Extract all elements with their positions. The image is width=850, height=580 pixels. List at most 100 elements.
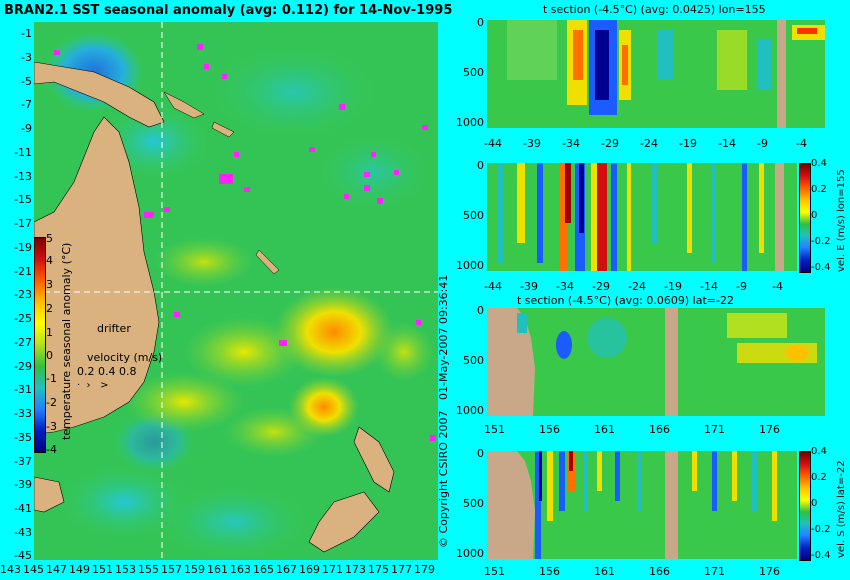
map-colorbar	[34, 237, 46, 453]
lat-tick: -29	[592, 280, 610, 293]
depth-tick: 500	[463, 66, 484, 79]
cb-tick: 0.4	[811, 158, 827, 169]
panel2-canvas	[487, 163, 797, 271]
lat-tick: -19	[14, 241, 32, 254]
lat-tick: -14	[718, 137, 736, 150]
lat-tick: -9	[736, 280, 747, 293]
lat-tick: -3	[21, 51, 32, 64]
lon-tick: 165	[253, 563, 274, 576]
lon-tick: 151	[92, 563, 113, 576]
lat-tick: -19	[664, 280, 682, 293]
map-colorbar-label: temperature seasonal anomaly (°C)	[60, 242, 73, 440]
lon-tick: 171	[704, 423, 725, 436]
panel1-canvas	[487, 20, 825, 128]
lat-tick: -45	[14, 549, 32, 562]
cb-tick: 4	[46, 254, 53, 267]
lat-tick: -5	[21, 75, 32, 88]
panel2-vel-e-section[interactable]	[487, 163, 797, 271]
lat-tick: -31	[14, 383, 32, 396]
lat-tick: -11	[14, 146, 32, 159]
panel2-colorbar	[799, 163, 811, 273]
lon-tick: 171	[322, 563, 343, 576]
lon-tick: 149	[69, 563, 90, 576]
cb-tick: -4	[46, 443, 57, 456]
lat-tick: -9	[757, 137, 768, 150]
lon-tick: 177	[391, 563, 412, 576]
lat-tick: -15	[14, 193, 32, 206]
lon-tick: 153	[115, 563, 136, 576]
lon-tick: 157	[161, 563, 182, 576]
cb-tick: 5	[46, 232, 53, 245]
panel2-y-axis: 0 500 1000	[440, 159, 486, 274]
panel1-y-axis: 0 500 1000	[440, 16, 486, 131]
lat-tick: -25	[14, 312, 32, 325]
panel3-t-section-lat[interactable]	[487, 308, 825, 416]
lat-tick: -9	[21, 122, 32, 135]
cb-tick: -1	[46, 372, 57, 385]
depth-tick: 0	[477, 447, 484, 460]
lat-tick: -7	[21, 98, 32, 111]
panel1-t-section-lon[interactable]	[487, 20, 825, 128]
cb-tick: 0.2	[811, 472, 827, 483]
lon-tick: 167	[276, 563, 297, 576]
panel4-colorbar-label: vel. S (m/s) lat=-22	[836, 460, 847, 558]
cb-tick: 2	[46, 302, 53, 315]
lon-tick: 161	[594, 565, 615, 578]
sst-anomaly-map[interactable]	[34, 22, 438, 560]
panel2-colorbar-label: vel. E (m/s) lon=155	[836, 169, 847, 272]
cb-tick: -3	[46, 420, 57, 433]
panel1-x-axis: -44 -39 -34 -29 -24 -19 -14 -9 -4	[484, 137, 829, 151]
cb-tick: -2	[46, 396, 57, 409]
panel4-colorbar-ticks: 0.4 0.2 0 -0.2 -0.4	[811, 446, 837, 564]
lat-tick: -23	[14, 288, 32, 301]
map-canvas	[34, 22, 438, 560]
lon-tick: 161	[594, 423, 615, 436]
lat-tick: -27	[14, 336, 32, 349]
lat-tick: -33	[14, 407, 32, 420]
map-colorbar-ticks: 5 4 3 2 1 0 -1 -2 -3 -4	[46, 232, 66, 457]
lon-tick: 176	[759, 565, 780, 578]
lat-tick: -35	[14, 431, 32, 444]
lat-tick: -43	[14, 526, 32, 539]
lat-tick: -39	[523, 137, 541, 150]
lon-tick: 166	[649, 423, 670, 436]
lon-tick: 171	[704, 565, 725, 578]
cb-tick: 0	[811, 210, 818, 221]
lat-tick: -14	[700, 280, 718, 293]
panel3-x-axis: 151 156 161 166 171 176	[484, 423, 829, 437]
panel4-vel-s-section[interactable]	[487, 451, 797, 559]
panel1-title: t section (-4.5°C) (avg: 0.0425) lon=155	[543, 3, 766, 16]
lat-tick: -41	[14, 502, 32, 515]
depth-tick: 500	[463, 354, 484, 367]
panel3-canvas	[487, 308, 825, 416]
lat-tick: -44	[484, 137, 502, 150]
map-title: BRAN2.1 SST seasonal anomaly (avg: 0.112…	[4, 3, 453, 18]
depth-tick: 0	[477, 159, 484, 172]
lon-tick: 147	[46, 563, 67, 576]
lon-tick: 143	[0, 563, 21, 576]
depth-tick: 1000	[456, 404, 484, 417]
lat-tick: -17	[14, 217, 32, 230]
lon-tick: 145	[23, 563, 44, 576]
lon-tick: 151	[484, 423, 505, 436]
lat-tick: -24	[628, 280, 646, 293]
panel2-x-axis: -44 -39 -34 -29 -24 -19 -14 -9 -4	[484, 280, 804, 294]
lat-tick: -44	[484, 280, 502, 293]
lat-tick: -13	[14, 170, 32, 183]
map-lat-axis: -1 -3 -5 -7 -9 -11 -13 -15 -17 -19 -21 -…	[0, 22, 34, 562]
lat-tick: -29	[601, 137, 619, 150]
lat-tick: -39	[520, 280, 538, 293]
cb-tick: 0.2	[811, 184, 827, 195]
lat-tick: -39	[14, 478, 32, 491]
lon-tick: 169	[299, 563, 320, 576]
lat-tick: -24	[640, 137, 658, 150]
lat-tick: -21	[14, 265, 32, 278]
map-lon-axis: 143 145 147 149 151 153 155 157 159 161 …	[0, 563, 440, 579]
lon-tick: 156	[539, 565, 560, 578]
cb-tick: -0.2	[811, 524, 831, 535]
depth-tick: 1000	[456, 259, 484, 272]
cb-tick: 0.4	[811, 446, 827, 457]
depth-tick: 500	[463, 497, 484, 510]
lat-tick: -37	[14, 455, 32, 468]
velocity-arrows-icon: · › >	[77, 380, 109, 391]
